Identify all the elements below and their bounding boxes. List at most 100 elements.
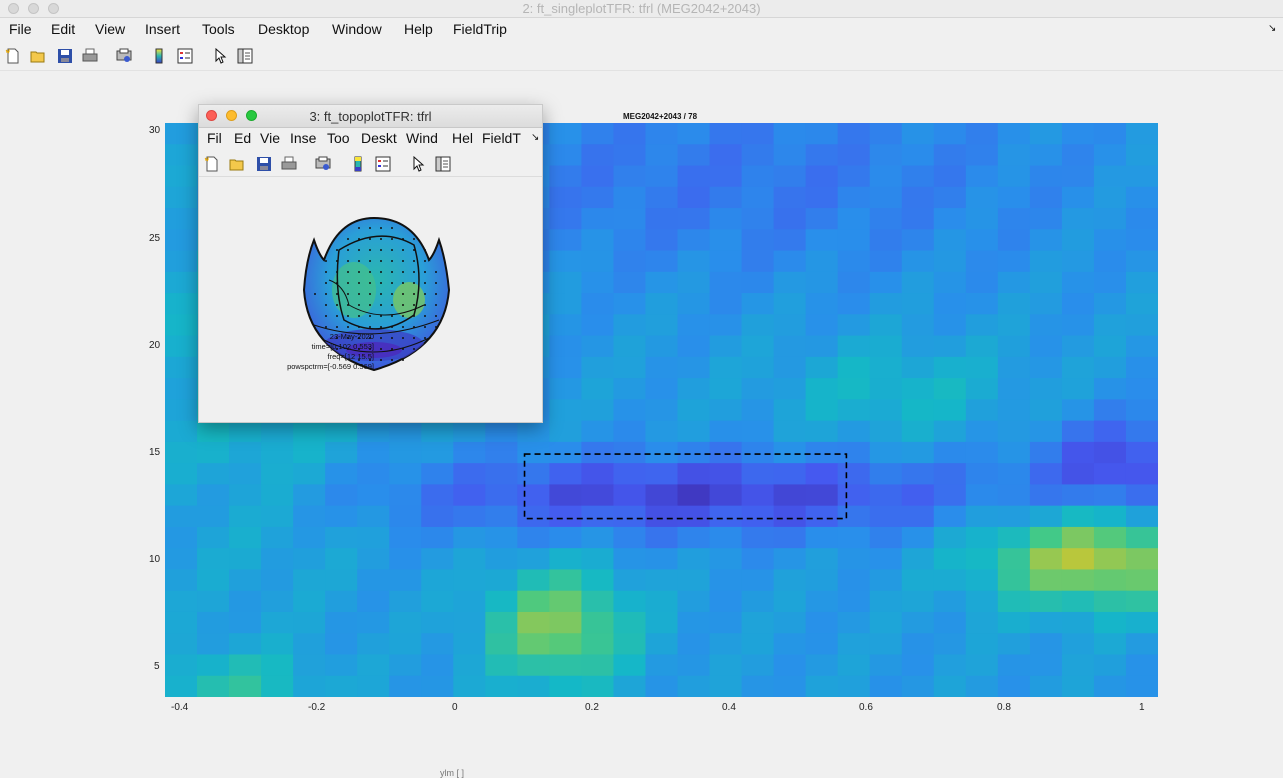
pointer-icon[interactable] — [212, 48, 228, 64]
pointer-icon[interactable] — [410, 156, 426, 172]
sensor-dot — [347, 249, 349, 251]
minimize-window-button[interactable] — [28, 3, 39, 14]
heatmap-cell — [837, 611, 871, 634]
minimize-window-button[interactable] — [226, 110, 237, 121]
menu-desktop[interactable]: Desktop — [258, 21, 310, 37]
sensor-dot — [391, 238, 393, 240]
sensor-dot — [369, 304, 371, 306]
heatmap-cell — [645, 123, 679, 145]
heatmap-cell — [933, 611, 967, 634]
legend-icon[interactable] — [375, 156, 391, 172]
topo-head-map[interactable] — [294, 210, 464, 380]
new-figure-icon[interactable] — [5, 48, 21, 64]
menu-tools[interactable]: Tools — [202, 21, 235, 37]
heatmap-cell — [1125, 271, 1158, 294]
menu-help[interactable]: Help — [404, 21, 433, 37]
sensor-dot — [336, 326, 338, 328]
menu-fieldtrip[interactable]: FieldT — [482, 130, 521, 146]
heatmap-cell — [197, 675, 230, 697]
heatmap-cell — [805, 590, 839, 613]
heatmap-cell — [933, 484, 967, 507]
heatmap-cell — [645, 250, 679, 273]
close-window-button[interactable] — [206, 110, 217, 121]
menu-window[interactable]: Wind — [406, 130, 438, 146]
heatmap-cell — [325, 505, 358, 528]
menu-tools[interactable]: Too — [327, 130, 350, 146]
save-icon[interactable] — [256, 156, 272, 172]
sensor-dot — [413, 260, 415, 262]
heatmap-cell — [837, 271, 871, 294]
topoplot-window[interactable]: 3: ft_topoplotTFR: tfrl Fil Ed Vie Inse … — [198, 104, 543, 423]
heatmap-cell — [933, 356, 967, 379]
menu-view[interactable]: Vie — [260, 130, 280, 146]
heatmap-cell — [805, 675, 839, 697]
menu-help[interactable]: Hel — [452, 130, 474, 146]
menu-edit[interactable]: Ed — [234, 130, 252, 146]
sensor-dot — [424, 271, 426, 273]
heatmap-cell — [421, 441, 454, 464]
close-window-button[interactable] — [8, 3, 19, 14]
sensor-dot — [391, 337, 393, 339]
print-preview-icon[interactable] — [315, 156, 331, 172]
heatmap-cell — [261, 633, 294, 656]
x-tick-label: 0.4 — [722, 702, 736, 713]
heatmap-cell — [165, 335, 198, 358]
selection-box[interactable] — [523, 453, 848, 520]
save-icon[interactable] — [57, 48, 73, 64]
heatmap-cell — [677, 484, 711, 507]
x-tick-label: 0.2 — [585, 702, 599, 713]
heatmap-cell — [453, 654, 486, 677]
menu-file[interactable]: Fil — [207, 130, 222, 146]
heatmap-cell — [869, 378, 903, 400]
heatmap-cell — [709, 420, 743, 443]
sensor-dot — [380, 238, 382, 240]
heatmap-cell — [773, 484, 807, 507]
heatmap-cell — [1093, 399, 1127, 422]
heatmap-cell — [741, 208, 775, 230]
heatmap-cell — [869, 611, 903, 634]
heatmap-cell — [933, 314, 967, 337]
heatmap-cell — [1029, 378, 1063, 400]
menu-insert[interactable]: Inse — [290, 130, 317, 146]
heatmap-cell — [1125, 526, 1158, 549]
colorbar-icon[interactable] — [350, 156, 366, 172]
print-icon[interactable] — [281, 156, 297, 172]
sensor-dot — [391, 271, 393, 273]
print-preview-icon[interactable] — [116, 48, 132, 64]
menu-fieldtrip[interactable]: FieldTrip — [453, 21, 507, 37]
heatmap-cell — [453, 590, 486, 613]
legend-icon[interactable] — [177, 48, 193, 64]
heatmap-cell — [613, 250, 647, 273]
topo-contour-region — [346, 342, 402, 358]
topo-titlebar[interactable]: 3: ft_topoplotTFR: tfrl — [199, 105, 542, 128]
heatmap-cell — [965, 463, 999, 486]
menu-insert[interactable]: Insert — [145, 21, 181, 37]
sensor-dot — [369, 337, 371, 339]
menu-window[interactable]: Window — [332, 21, 382, 37]
heatmap-cell — [805, 314, 839, 337]
zoom-window-button[interactable] — [48, 3, 59, 14]
open-file-icon[interactable] — [229, 156, 245, 172]
open-file-icon[interactable] — [30, 48, 46, 64]
heatmap-cell — [1125, 569, 1158, 592]
heatmap-cell — [677, 505, 711, 528]
heatmap-cell — [773, 250, 807, 273]
zoom-window-button[interactable] — [246, 110, 257, 121]
heatmap-cell — [165, 420, 198, 443]
dock-arrow-icon[interactable]: ↘ — [1268, 23, 1277, 34]
heatmap-cell — [485, 675, 518, 697]
colorbar-icon[interactable] — [151, 48, 167, 64]
menu-edit[interactable]: Edit — [51, 21, 76, 37]
property-editor-icon[interactable] — [435, 156, 451, 172]
menu-file[interactable]: File — [9, 21, 32, 37]
menu-desktop[interactable]: Deskt — [361, 130, 397, 146]
heatmap-cell — [485, 654, 518, 677]
print-icon[interactable] — [82, 48, 98, 64]
heatmap-cell — [581, 186, 615, 209]
heatmap-cell — [677, 165, 711, 188]
menu-view[interactable]: View — [95, 21, 126, 37]
property-editor-icon[interactable] — [237, 48, 253, 64]
heatmap-cell — [1029, 505, 1063, 528]
new-figure-icon[interactable] — [204, 156, 220, 172]
dock-arrow-icon[interactable]: ↘ — [531, 132, 540, 143]
